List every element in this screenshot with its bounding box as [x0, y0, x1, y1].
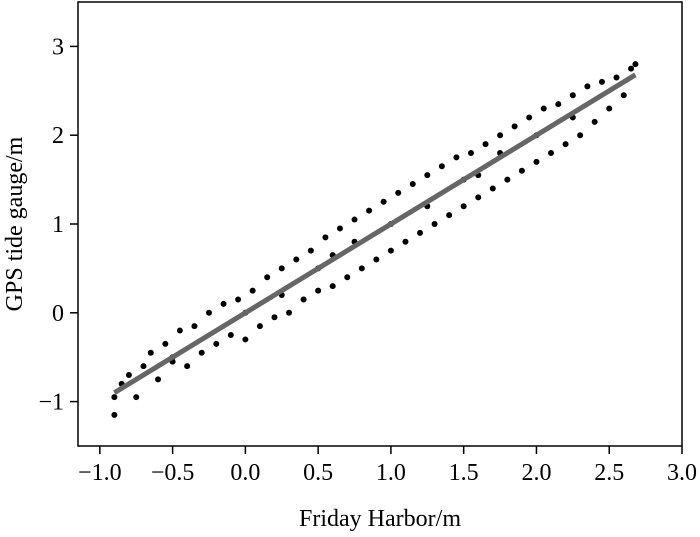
- scatter-point: [162, 340, 169, 347]
- scatter-point: [446, 212, 453, 219]
- scatter-point: [540, 105, 547, 112]
- scatter-point: [366, 207, 373, 214]
- y-tick-label: 1: [52, 212, 64, 238]
- y-tick-label: 3: [52, 34, 64, 60]
- scatter-point: [351, 216, 358, 223]
- x-tick-label: 2.0: [521, 460, 551, 486]
- scatter-point: [147, 349, 154, 356]
- scatter-point: [235, 296, 242, 303]
- scatter-point: [111, 411, 118, 418]
- scatter-point: [344, 274, 351, 281]
- scatter-point: [286, 309, 293, 316]
- scatter-point: [533, 158, 540, 165]
- scatter-point: [242, 336, 249, 343]
- scatter-point: [475, 194, 482, 201]
- scatter-point: [125, 371, 132, 378]
- scatter-point: [213, 340, 220, 347]
- scatter-point: [424, 172, 431, 179]
- scatter-point: [460, 203, 467, 210]
- scatter-point: [584, 83, 591, 90]
- scatter-point: [453, 154, 460, 161]
- scatter-point: [632, 61, 639, 68]
- x-axis-label: Friday Harbor/m: [299, 506, 461, 532]
- scatter-point: [155, 376, 162, 383]
- scatter-point: [387, 247, 394, 254]
- y-tick-label: 0: [52, 301, 64, 327]
- scatter-point: [395, 189, 402, 196]
- scatter-point: [220, 300, 227, 307]
- scatter-point: [402, 238, 409, 245]
- fit-line: [113, 72, 637, 395]
- scatter-point: [307, 247, 314, 254]
- scatter-point: [497, 132, 504, 139]
- y-tick-label: 2: [52, 123, 64, 149]
- scatter-point: [598, 78, 605, 85]
- scatter-point: [184, 363, 191, 370]
- scatter-point: [467, 149, 474, 156]
- scatter-point: [133, 394, 140, 401]
- scatter-point: [300, 296, 307, 303]
- scatter-point: [504, 176, 511, 183]
- scatter-point: [511, 123, 518, 130]
- scatter-point: [358, 265, 365, 272]
- x-tick-label: 2.5: [594, 460, 624, 486]
- scatter-point: [482, 141, 489, 148]
- scatter-point: [198, 349, 205, 356]
- scatter-point: [620, 92, 627, 99]
- scatter-point: [329, 283, 336, 290]
- x-tick-label: 3.0: [667, 460, 697, 486]
- x-tick-label: 0.0: [230, 460, 260, 486]
- scatter-point: [569, 92, 576, 99]
- scatter-point: [227, 332, 234, 338]
- scatter-point: [431, 221, 438, 227]
- scatter-point: [373, 256, 380, 263]
- scatter-point: [191, 323, 198, 330]
- scatter-point: [111, 394, 118, 401]
- scatter-point: [256, 323, 263, 330]
- scatter-point: [315, 287, 322, 294]
- scatter-point: [548, 149, 555, 156]
- scatter-point: [140, 363, 147, 370]
- scatter-point: [591, 118, 598, 125]
- scatter-point: [293, 256, 300, 263]
- scatter-point: [264, 274, 271, 281]
- scatter-point: [562, 141, 569, 148]
- y-tick-label: −1: [38, 390, 64, 416]
- scatter-point: [555, 101, 562, 108]
- scatter-point: [271, 314, 278, 321]
- scatter-point: [526, 114, 533, 121]
- scatter-point: [613, 74, 620, 81]
- x-tick-label: −0.5: [151, 460, 195, 486]
- scatter-point: [417, 229, 424, 236]
- scatter-point: [628, 65, 635, 72]
- scatter-point: [322, 234, 329, 241]
- scatter-point: [518, 167, 525, 174]
- scatter-point: [409, 181, 416, 188]
- plot-frame: [77, 1, 683, 447]
- x-tick-label: 1.5: [449, 460, 479, 486]
- scatter-point: [489, 185, 496, 192]
- scatter-point: [577, 132, 584, 139]
- scatter-point: [205, 309, 212, 316]
- scatter-point: [176, 327, 183, 334]
- scatter-point: [336, 225, 343, 232]
- scatter-point: [380, 198, 387, 205]
- y-axis-label: GPS tide gauge/m: [2, 136, 28, 311]
- scatter-point: [249, 287, 256, 294]
- x-tick-label: 0.5: [303, 460, 333, 486]
- scatter-point: [278, 265, 285, 272]
- scatter-point: [606, 105, 613, 112]
- x-tick-label: −1.0: [78, 460, 122, 486]
- scatter-point: [438, 163, 445, 170]
- x-tick-label: 1.0: [376, 460, 406, 486]
